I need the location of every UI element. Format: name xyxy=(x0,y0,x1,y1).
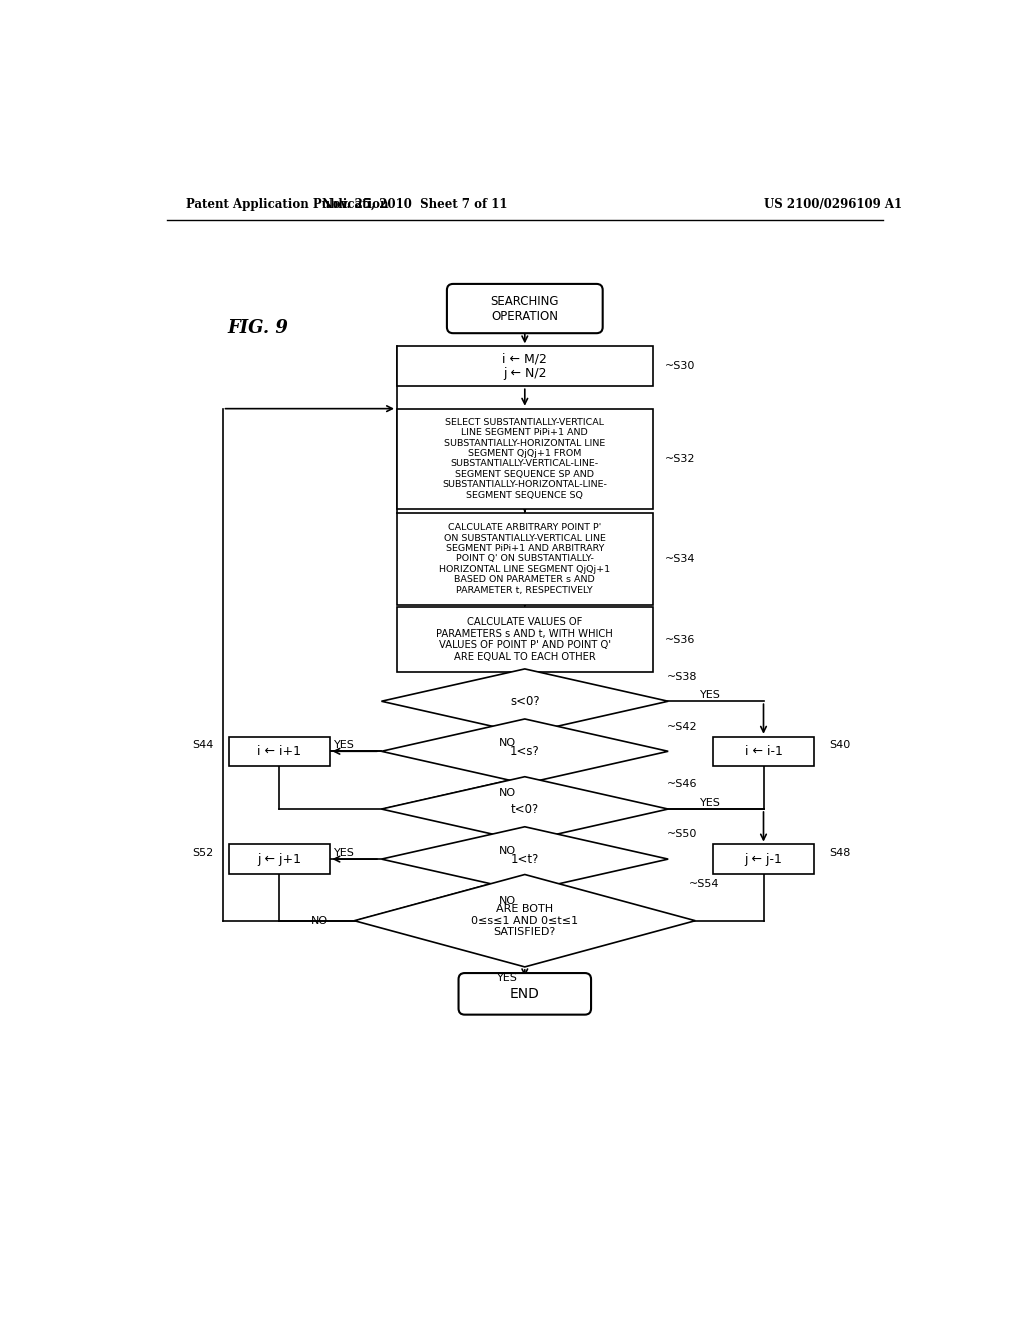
Polygon shape xyxy=(381,826,669,891)
FancyBboxPatch shape xyxy=(397,607,652,672)
Text: US 2100/0296109 A1: US 2100/0296109 A1 xyxy=(764,198,901,211)
FancyBboxPatch shape xyxy=(459,973,591,1015)
Text: YES: YES xyxy=(700,690,721,700)
Text: YES: YES xyxy=(498,973,518,982)
FancyBboxPatch shape xyxy=(228,737,330,766)
Text: ~S30: ~S30 xyxy=(665,362,695,371)
Text: NO: NO xyxy=(311,916,328,925)
Polygon shape xyxy=(381,776,669,841)
FancyBboxPatch shape xyxy=(397,512,652,605)
Text: i ← i-1: i ← i-1 xyxy=(744,744,782,758)
Text: Patent Application Publication: Patent Application Publication xyxy=(186,198,389,211)
Text: ~S42: ~S42 xyxy=(667,722,697,731)
Text: YES: YES xyxy=(334,741,354,750)
Text: ~S36: ~S36 xyxy=(665,635,695,644)
Text: NO: NO xyxy=(499,846,516,855)
Text: 1<s?: 1<s? xyxy=(510,744,540,758)
Text: YES: YES xyxy=(334,847,354,858)
Text: 1<t?: 1<t? xyxy=(511,853,539,866)
Text: Nov. 25, 2010  Sheet 7 of 11: Nov. 25, 2010 Sheet 7 of 11 xyxy=(322,198,508,211)
Text: i ← i+1: i ← i+1 xyxy=(257,744,301,758)
FancyBboxPatch shape xyxy=(228,845,330,874)
Text: S52: S52 xyxy=(193,847,213,858)
Text: SELECT SUBSTANTIALLY-VERTICAL
LINE SEGMENT PiPi+1 AND
SUBSTANTIALLY-HORIZONTAL L: SELECT SUBSTANTIALLY-VERTICAL LINE SEGME… xyxy=(442,418,607,499)
Text: S48: S48 xyxy=(829,847,851,858)
Text: j ← j+1: j ← j+1 xyxy=(257,853,301,866)
Text: s<0?: s<0? xyxy=(510,694,540,708)
Text: NO: NO xyxy=(499,738,516,748)
Text: FIG. 9: FIG. 9 xyxy=(227,319,289,337)
Text: CALCULATE ARBITRARY POINT P'
ON SUBSTANTIALLY-VERTICAL LINE
SEGMENT PiPi+1 AND A: CALCULATE ARBITRARY POINT P' ON SUBSTANT… xyxy=(439,523,610,594)
FancyBboxPatch shape xyxy=(713,845,814,874)
Text: SEARCHING
OPERATION: SEARCHING OPERATION xyxy=(490,294,559,322)
FancyBboxPatch shape xyxy=(446,284,603,333)
FancyBboxPatch shape xyxy=(713,737,814,766)
Polygon shape xyxy=(381,669,669,734)
Text: ~S32: ~S32 xyxy=(665,454,695,463)
Text: j ← j-1: j ← j-1 xyxy=(744,853,782,866)
Text: ~S34: ~S34 xyxy=(665,554,695,564)
Text: ARE BOTH
0≤s≤1 AND 0≤t≤1
SATISFIED?: ARE BOTH 0≤s≤1 AND 0≤t≤1 SATISFIED? xyxy=(471,904,579,937)
Polygon shape xyxy=(381,719,669,784)
Polygon shape xyxy=(354,875,695,966)
Text: NO: NO xyxy=(499,896,516,906)
Text: NO: NO xyxy=(499,788,516,797)
Text: S44: S44 xyxy=(191,741,213,750)
FancyBboxPatch shape xyxy=(397,409,652,508)
Text: i ← M/2
j ← N/2: i ← M/2 j ← N/2 xyxy=(503,352,547,380)
Text: YES: YES xyxy=(700,797,721,808)
Text: ~S38: ~S38 xyxy=(667,672,697,681)
Text: ~S46: ~S46 xyxy=(667,779,697,789)
Text: END: END xyxy=(510,987,540,1001)
Text: t<0?: t<0? xyxy=(511,803,539,816)
Text: CALCULATE VALUES OF
PARAMETERS s AND t, WITH WHICH
VALUES OF POINT P' AND POINT : CALCULATE VALUES OF PARAMETERS s AND t, … xyxy=(436,618,613,663)
Text: S40: S40 xyxy=(829,741,851,750)
FancyBboxPatch shape xyxy=(397,346,652,387)
Text: ~S54: ~S54 xyxy=(689,879,720,888)
Text: ~S50: ~S50 xyxy=(667,829,697,840)
